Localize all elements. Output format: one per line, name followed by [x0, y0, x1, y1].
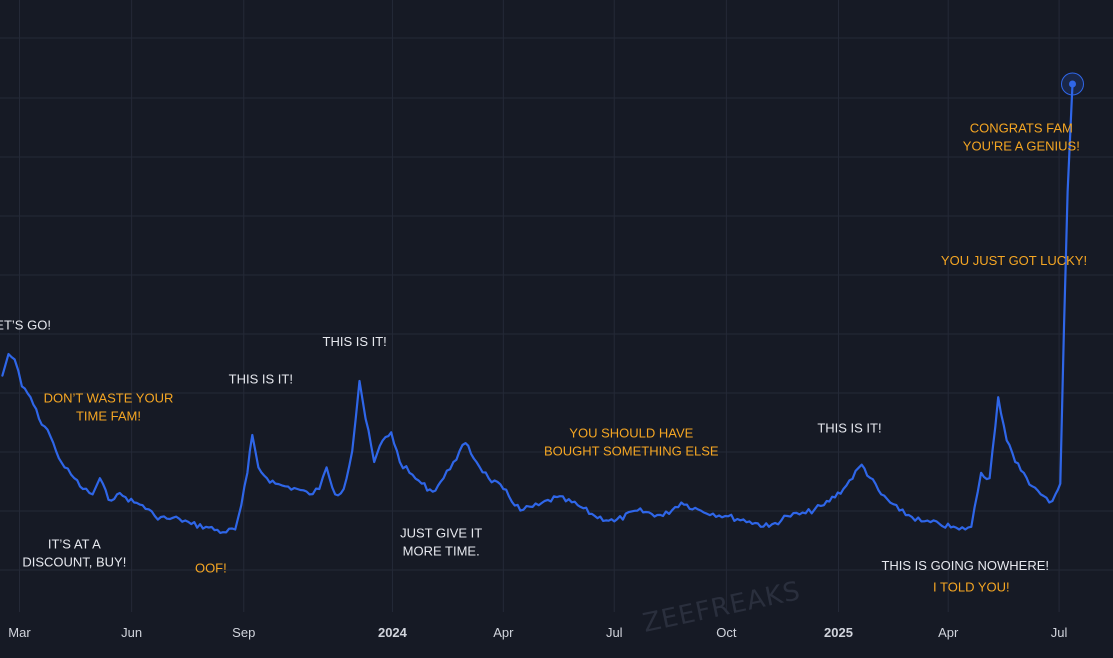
annotation-line: CONGRATS FAM — [970, 121, 1073, 136]
x-tick-label: Oct — [716, 625, 737, 640]
annotation-label: CONGRATS FAM YOU’RE A GENIUS! — [963, 121, 1080, 154]
x-tick-label: 2025 — [824, 625, 853, 640]
annotation-line: I TOLD YOU! — [933, 580, 1010, 595]
annotation-line: DISCOUNT, BUY! — [22, 554, 126, 569]
annotation-label: YOU JUST GOT LUCKY! — [941, 253, 1087, 268]
series-endpoint-marker — [1061, 72, 1084, 96]
annotation-label: OOF! — [195, 561, 227, 576]
x-tick-label: Jul — [606, 625, 623, 640]
x-tick-label: Apr — [493, 625, 514, 640]
annotation-line: THIS IS IT! — [817, 420, 881, 435]
x-tick-label: Jun — [121, 625, 142, 640]
annotation-line: YOU JUST GOT LUCKY! — [941, 253, 1087, 268]
annotation-label: JUST GIVE IT MORE TIME. — [400, 526, 482, 559]
annotations: LET’S GO! DON’T WASTE YOUR TIME FAM! IT’S A… — [0, 121, 1087, 595]
x-tick-label: Sep — [232, 625, 255, 640]
annotation-line: THIS IS IT! — [323, 334, 387, 349]
annotation-label: THIS IS IT! — [817, 420, 881, 435]
annotation-line: IT’S AT A — [48, 536, 101, 551]
x-tick-label: Apr — [938, 625, 959, 640]
endpoint-dot — [1069, 80, 1076, 88]
annotation-line: LET’S GO! — [0, 318, 51, 333]
annotation-label: THIS IS IT! — [323, 334, 387, 349]
annotation-line: MORE TIME. — [403, 544, 480, 559]
annotation-label: LET’S GO! — [0, 318, 51, 333]
annotation-line: THIS IS GOING NOWHERE! — [881, 558, 1049, 573]
annotation-line: OOF! — [195, 561, 227, 576]
x-axis-ticks: Mar Jun Sep 2024 Apr Jul Oct 2025 Apr Jul — [8, 625, 1067, 640]
series-line — [1, 82, 1074, 534]
annotation-label: YOU SHOULD HAVE BOUGHT SOMETHING ELSE — [544, 426, 719, 459]
annotation-label: IT’S AT A DISCOUNT, BUY! — [22, 536, 126, 569]
gridlines — [0, 0, 1113, 612]
annotation-line: THIS IS IT! — [229, 372, 293, 387]
x-tick-label: Jul — [1051, 625, 1068, 640]
annotation-line: YOU SHOULD HAVE — [569, 426, 693, 441]
annotation-label: THIS IS IT! — [229, 372, 293, 387]
annotation-label: THIS IS GOING NOWHERE! — [881, 558, 1049, 573]
annotation-line: BOUGHT SOMETHING ELSE — [544, 444, 719, 459]
x-tick-label: Mar — [8, 625, 31, 640]
annotation-line: DON’T WASTE YOUR — [44, 391, 174, 406]
annotation-label: DON’T WASTE YOUR TIME FAM! — [44, 391, 174, 424]
annotation-line: JUST GIVE IT — [400, 526, 482, 541]
annotation-label: I TOLD YOU! — [933, 580, 1010, 595]
annotation-line: TIME FAM! — [76, 409, 141, 424]
annotation-line: YOU’RE A GENIUS! — [963, 139, 1080, 154]
x-tick-label: 2024 — [378, 625, 408, 640]
